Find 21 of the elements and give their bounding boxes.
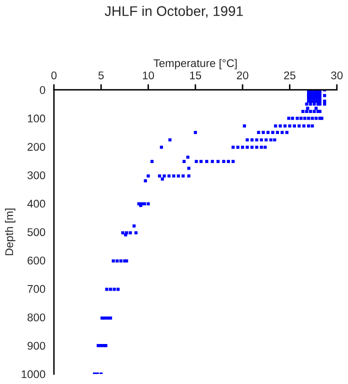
- y-axis-title: Depth [m]: [4, 208, 16, 256]
- y-tick-label: 800: [28, 313, 46, 322]
- x-tick-label: 10: [142, 71, 154, 80]
- chart-title: JHLF in October, 1991: [104, 6, 243, 18]
- x-tick-label: 25: [284, 71, 296, 80]
- y-tick-label: 200: [28, 142, 46, 151]
- y-tick-label: 1000: [22, 370, 46, 378]
- y-tick-label: 400: [27, 200, 46, 208]
- x-tick-label: 15: [190, 72, 202, 80]
- x-tick-label: 30: [331, 71, 343, 80]
- y-tick-label: 0: [40, 86, 46, 94]
- y-tick-label: 700: [28, 285, 46, 293]
- x-tick-label: 20: [236, 71, 248, 80]
- x-tick-label: 5: [98, 72, 104, 80]
- y-tick-label: 600: [28, 256, 46, 264]
- y-tick-label: 100: [28, 114, 46, 122]
- y-tick-label: 300: [27, 171, 46, 180]
- x-tick-label: 0: [51, 71, 57, 80]
- y-tick-label: 900: [28, 342, 46, 350]
- x-axis-title: Temperature [°C]: [154, 58, 237, 70]
- y-tick-label: 500: [28, 228, 46, 236]
